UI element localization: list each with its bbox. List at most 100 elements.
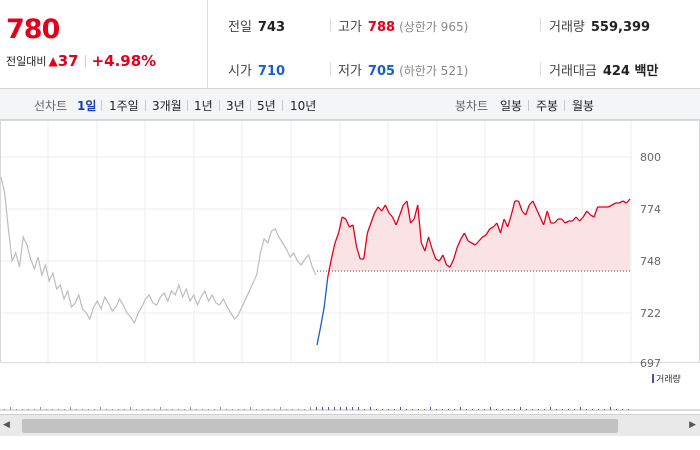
lower-limit: (하한가 521) xyxy=(399,64,469,78)
price-box: 780 전일대비 ▲ 37 +4.98% xyxy=(0,0,208,89)
scroll-thumb[interactable] xyxy=(22,419,618,433)
divider xyxy=(250,100,251,111)
period-1week[interactable]: 1주일 xyxy=(109,99,139,113)
chart-scrollbar[interactable]: ◀ ▶ xyxy=(0,414,700,436)
series-segment-today xyxy=(420,242,426,252)
low-label: 저가 xyxy=(338,64,362,79)
series-segment-today xyxy=(539,216,545,226)
volume-bar xyxy=(412,409,413,410)
series-segment-today xyxy=(579,216,584,222)
scroll-left-arrow-icon[interactable]: ◀ xyxy=(3,420,10,430)
volume-bar xyxy=(100,407,101,410)
volume-bar xyxy=(58,409,59,410)
high-value: 788 xyxy=(367,20,396,35)
series-segment-today xyxy=(363,232,369,260)
series-segment-today xyxy=(482,234,487,238)
series-segment-today xyxy=(456,238,462,248)
series-segment-today xyxy=(507,214,512,228)
volume-bar xyxy=(418,409,419,410)
volume-bar xyxy=(52,409,53,410)
volume-legend: 거래량 xyxy=(656,373,681,385)
upper-limit: (상한가 965) xyxy=(399,20,469,34)
volume-bar xyxy=(196,409,197,410)
volume-bar xyxy=(292,409,293,410)
volume-bar xyxy=(370,407,371,410)
series-segment-today xyxy=(366,222,372,234)
stat-high: 고가 788 (상한가 965) xyxy=(338,16,468,35)
volume-bar xyxy=(376,409,377,410)
volume-bar xyxy=(172,409,173,410)
series-segment-today xyxy=(334,232,340,244)
period-1day[interactable]: 1일 xyxy=(77,99,97,113)
volume-bar xyxy=(628,409,629,410)
volume-bar xyxy=(520,407,521,410)
series-segment-today xyxy=(391,216,397,226)
volume-bar xyxy=(94,409,95,410)
series-segment-today xyxy=(474,240,480,246)
period-3year[interactable]: 3년 xyxy=(226,99,245,113)
volume-bar xyxy=(448,409,449,410)
volume-bar xyxy=(562,409,563,410)
volume-bar xyxy=(106,409,107,410)
volume-bar xyxy=(76,409,77,410)
volume-bar xyxy=(82,409,83,410)
series-segment-today xyxy=(355,246,361,260)
series-segment-today xyxy=(608,204,613,208)
volume-bar xyxy=(238,409,239,410)
series-segment-today xyxy=(352,224,358,248)
series-segment-today xyxy=(330,242,336,260)
period-daily-candle[interactable]: 일봉 xyxy=(500,99,523,113)
line-chart-label: 선차트 xyxy=(34,99,68,113)
candle-chart-label: 봉차트 xyxy=(455,99,489,113)
volume-bar xyxy=(286,409,287,410)
amount-value: 424 백만 xyxy=(602,64,659,79)
prev-close-label: 전일 xyxy=(228,20,252,35)
volume-bar xyxy=(142,409,143,410)
volume-bar xyxy=(136,409,137,410)
volume-bar xyxy=(160,407,161,410)
series-segment-today xyxy=(323,276,329,308)
volume-bar xyxy=(430,407,431,410)
series-segment-today xyxy=(489,226,494,230)
volume-bar xyxy=(250,407,251,410)
up-triangle-icon: ▲ xyxy=(48,54,58,68)
series-segment-today xyxy=(316,326,322,346)
volume-bar xyxy=(352,407,353,410)
divider xyxy=(540,18,541,32)
series-segment-today xyxy=(611,202,616,206)
divider xyxy=(145,100,146,111)
period-1year[interactable]: 1년 xyxy=(194,99,213,113)
series-segment-today xyxy=(521,210,527,216)
series-segment-today xyxy=(586,210,591,216)
series-segment-today xyxy=(496,222,502,234)
period-monthly-candle[interactable]: 월봉 xyxy=(572,99,595,113)
volume-bar xyxy=(46,409,47,410)
volume-bar xyxy=(304,409,305,410)
series-segment-today xyxy=(402,200,408,206)
period-10year[interactable]: 10년 xyxy=(290,99,317,113)
volume-bar xyxy=(4,409,5,410)
stat-volume: 거래량 559,399 xyxy=(549,16,650,35)
volume-bar xyxy=(328,407,329,410)
volume-bar xyxy=(262,409,263,410)
volume-bar xyxy=(22,409,23,410)
chart-grid: 800 774 748 722 697 xyxy=(0,120,700,370)
volume-bar xyxy=(118,409,119,410)
series-segment-today xyxy=(384,204,390,214)
period-weekly-candle[interactable]: 주봉 xyxy=(536,99,559,113)
series-segment-today xyxy=(435,258,440,262)
divider xyxy=(330,62,331,76)
volume-bar xyxy=(88,409,89,410)
volume-bar xyxy=(280,407,281,410)
period-3month[interactable]: 3개월 xyxy=(152,99,182,113)
scroll-right-arrow-icon[interactable]: ▶ xyxy=(689,420,696,430)
period-5year[interactable]: 5년 xyxy=(257,99,276,113)
volume-bar xyxy=(544,409,545,410)
series-segment-today xyxy=(395,214,401,226)
volume-bar xyxy=(202,409,203,410)
series-segment-today xyxy=(417,204,422,244)
volume-bar xyxy=(394,409,395,410)
volume-bar xyxy=(490,407,491,410)
volume-bar xyxy=(568,409,569,410)
series-segment-today xyxy=(618,200,624,204)
